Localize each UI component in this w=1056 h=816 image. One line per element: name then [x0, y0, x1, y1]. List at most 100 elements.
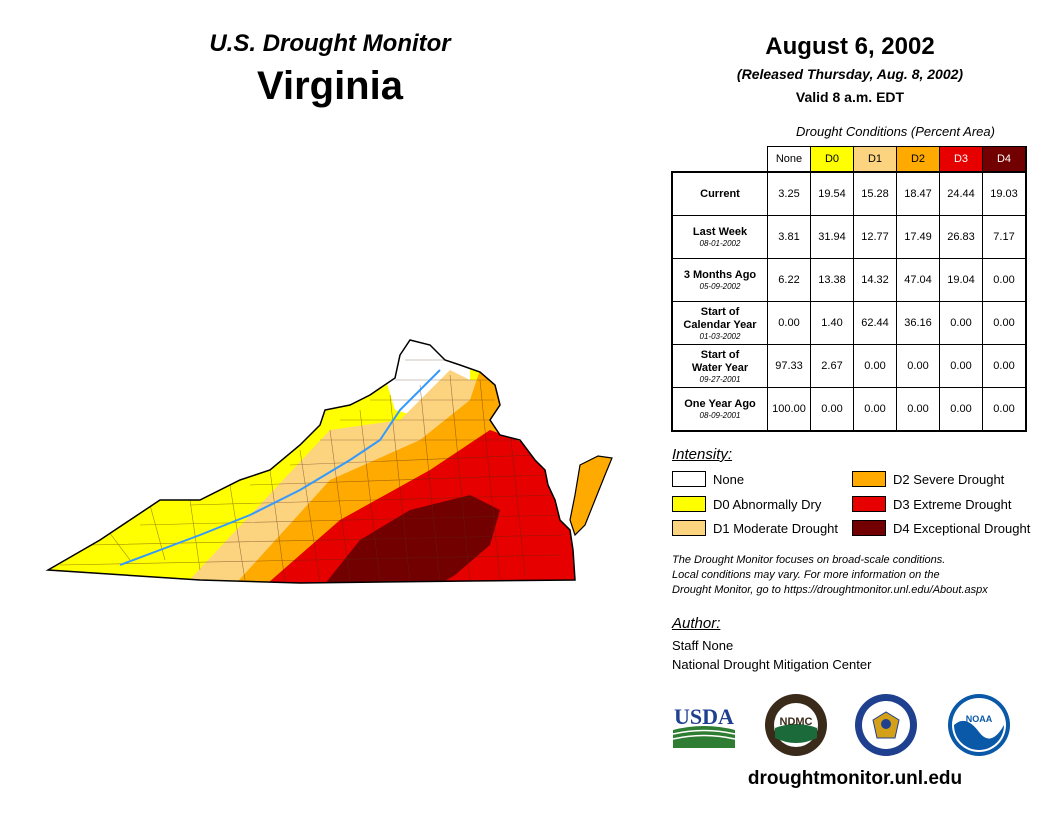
row-label: Start of Water Year 09-27-2001 [671, 344, 768, 388]
river-line [119, 369, 441, 566]
cell-value: 0.00 [982, 258, 1027, 302]
zone-d4 [320, 495, 500, 583]
drought-zones [48, 340, 575, 583]
cell-value: 0.00 [982, 387, 1027, 432]
cell-value: 6.22 [767, 258, 811, 302]
row-label: Current [671, 171, 768, 216]
intensity-title: Intensity: [672, 446, 733, 463]
table-caption: Drought Conditions (Percent Area) [796, 124, 995, 139]
legend-label: None [713, 471, 745, 487]
legend-swatch [852, 496, 886, 512]
row-label: 3 Months Ago 05-09-2002 [671, 258, 768, 302]
valid-time: Valid 8 a.m. EDT [795, 89, 905, 105]
header-blank [672, 147, 768, 173]
row-date: 08-09-2001 [699, 411, 741, 420]
legend-swatch [672, 496, 706, 512]
state-outline [45, 339, 576, 584]
cell-value: 13.38 [810, 258, 854, 302]
cell-value: 0.00 [896, 387, 940, 432]
table-row: One Year Ago 08-09-2001 100.00 0.00 0.00 … [671, 387, 1027, 432]
legend-item-d2: D2 Severe Drought [852, 471, 1004, 487]
noaa-logo: NOAA [948, 694, 1010, 756]
col-d4: D4 [982, 146, 1027, 173]
cell-value: 0.00 [853, 344, 897, 388]
cell-value: 100.00 [767, 387, 811, 432]
svg-text:USDA: USDA [674, 704, 734, 729]
author-org: National Drought Mitigation Center [672, 657, 872, 672]
cell-value: 62.44 [853, 301, 897, 345]
cell-value: 97.33 [767, 344, 811, 388]
commerce-seal-logo [855, 694, 917, 756]
legend-label: D2 Severe Drought [893, 471, 1005, 487]
drought-conditions-table: None D0 D1 D2 D3 D4 Current 3.25 19.54 1… [671, 146, 1027, 432]
row-date: 08-01-2002 [699, 239, 741, 248]
cell-value: 14.32 [853, 258, 897, 302]
cell-value: 19.03 [982, 171, 1027, 216]
row-label: Last Week 08-01-2002 [671, 215, 768, 259]
table-row: Current 3.25 19.54 15.28 18.47 24.44 19.… [671, 171, 1027, 216]
svg-text:NDMC: NDMC [780, 716, 813, 728]
col-d3: D3 [939, 146, 983, 173]
legend-label: D1 Moderate Drought [713, 520, 839, 536]
author-title: Author: [672, 615, 721, 632]
table-row: 3 Months Ago 05-09-2002 6.22 13.38 14.32 … [671, 258, 1027, 302]
author-name: Staff None [672, 638, 734, 653]
table-row: Start of Calendar Year 01-03-2002 0.00 1.4… [671, 301, 1027, 345]
cell-value: 0.00 [853, 387, 897, 432]
cell-value: 2.67 [810, 344, 854, 388]
cell-value: 0.00 [896, 344, 940, 388]
cell-value: 0.00 [939, 301, 983, 345]
legend-swatch [852, 471, 886, 487]
cell-value: 0.00 [939, 387, 983, 432]
cell-value: 47.04 [896, 258, 940, 302]
cell-value: 0.00 [810, 387, 854, 432]
cell-value: 18.47 [896, 171, 940, 216]
cell-value: 36.16 [896, 301, 940, 345]
legend-swatch [852, 520, 886, 536]
table-row: Start of Water Year 09-27-2001 97.33 2.67 … [671, 344, 1027, 388]
cell-value: 31.94 [810, 215, 854, 259]
row-label: One Year Ago 08-09-2001 [671, 387, 768, 432]
disclaimer-line: The Drought Monitor focuses on broad-sca… [672, 554, 946, 566]
cell-value: 15.28 [853, 171, 897, 216]
col-d1: D1 [853, 146, 897, 173]
disclaimer-text: The Drought Monitor focuses on broad-sca… [672, 553, 1042, 598]
table-header-row: None D0 D1 D2 D3 D4 [672, 146, 1027, 173]
cell-value: 0.00 [982, 344, 1027, 388]
legend-label: D3 Extreme Drought [893, 496, 1012, 512]
row-date: 05-09-2002 [699, 282, 741, 291]
disclaimer-line: Drought Monitor, go to https://droughtmo… [672, 584, 988, 596]
legend-label: D0 Abnormally Dry [713, 496, 822, 512]
cell-value: 0.00 [939, 344, 983, 388]
legend-item-d0: D0 Abnormally Dry [672, 496, 821, 512]
county-lines [59, 359, 566, 583]
table-row: Last Week 08-01-2002 3.81 31.94 12.77 17.… [671, 215, 1027, 259]
col-none: None [767, 146, 811, 173]
legend-item-d3: D3 Extreme Drought [852, 496, 1012, 512]
row-label: Start of Calendar Year 01-03-2002 [671, 301, 768, 345]
disclaimer-line: Local conditions may vary. For more info… [672, 569, 940, 581]
cell-value: 19.04 [939, 258, 983, 302]
col-d2: D2 [896, 146, 940, 173]
legend-item-none: None [672, 471, 744, 487]
cell-value: 7.17 [982, 215, 1027, 259]
col-d0: D0 [810, 146, 854, 173]
cell-value: 1.40 [810, 301, 854, 345]
cell-value: 0.00 [767, 301, 811, 345]
cell-value: 17.49 [896, 215, 940, 259]
cell-value: 3.81 [767, 215, 811, 259]
cell-value: 26.83 [939, 215, 983, 259]
eastern-shore [569, 455, 613, 537]
product-title: U.S. Drought Monitor [209, 30, 451, 57]
ndmc-logo: NDMC [765, 694, 827, 756]
row-date: 09-27-2001 [699, 374, 741, 384]
footer-url-link[interactable]: droughtmonitor.unl.edu [747, 768, 963, 789]
row-date: 01-03-2002 [699, 331, 741, 341]
legend-item-d4: D4 Exceptional Drought [852, 520, 1030, 536]
svg-text:NOAA: NOAA [966, 714, 993, 724]
legend-item-d1: D1 Moderate Drought [672, 520, 838, 536]
legend-swatch [672, 471, 706, 487]
virginia-drought-map [45, 339, 613, 584]
cell-value: 3.25 [767, 171, 811, 216]
usda-logo: USDA [672, 704, 736, 748]
